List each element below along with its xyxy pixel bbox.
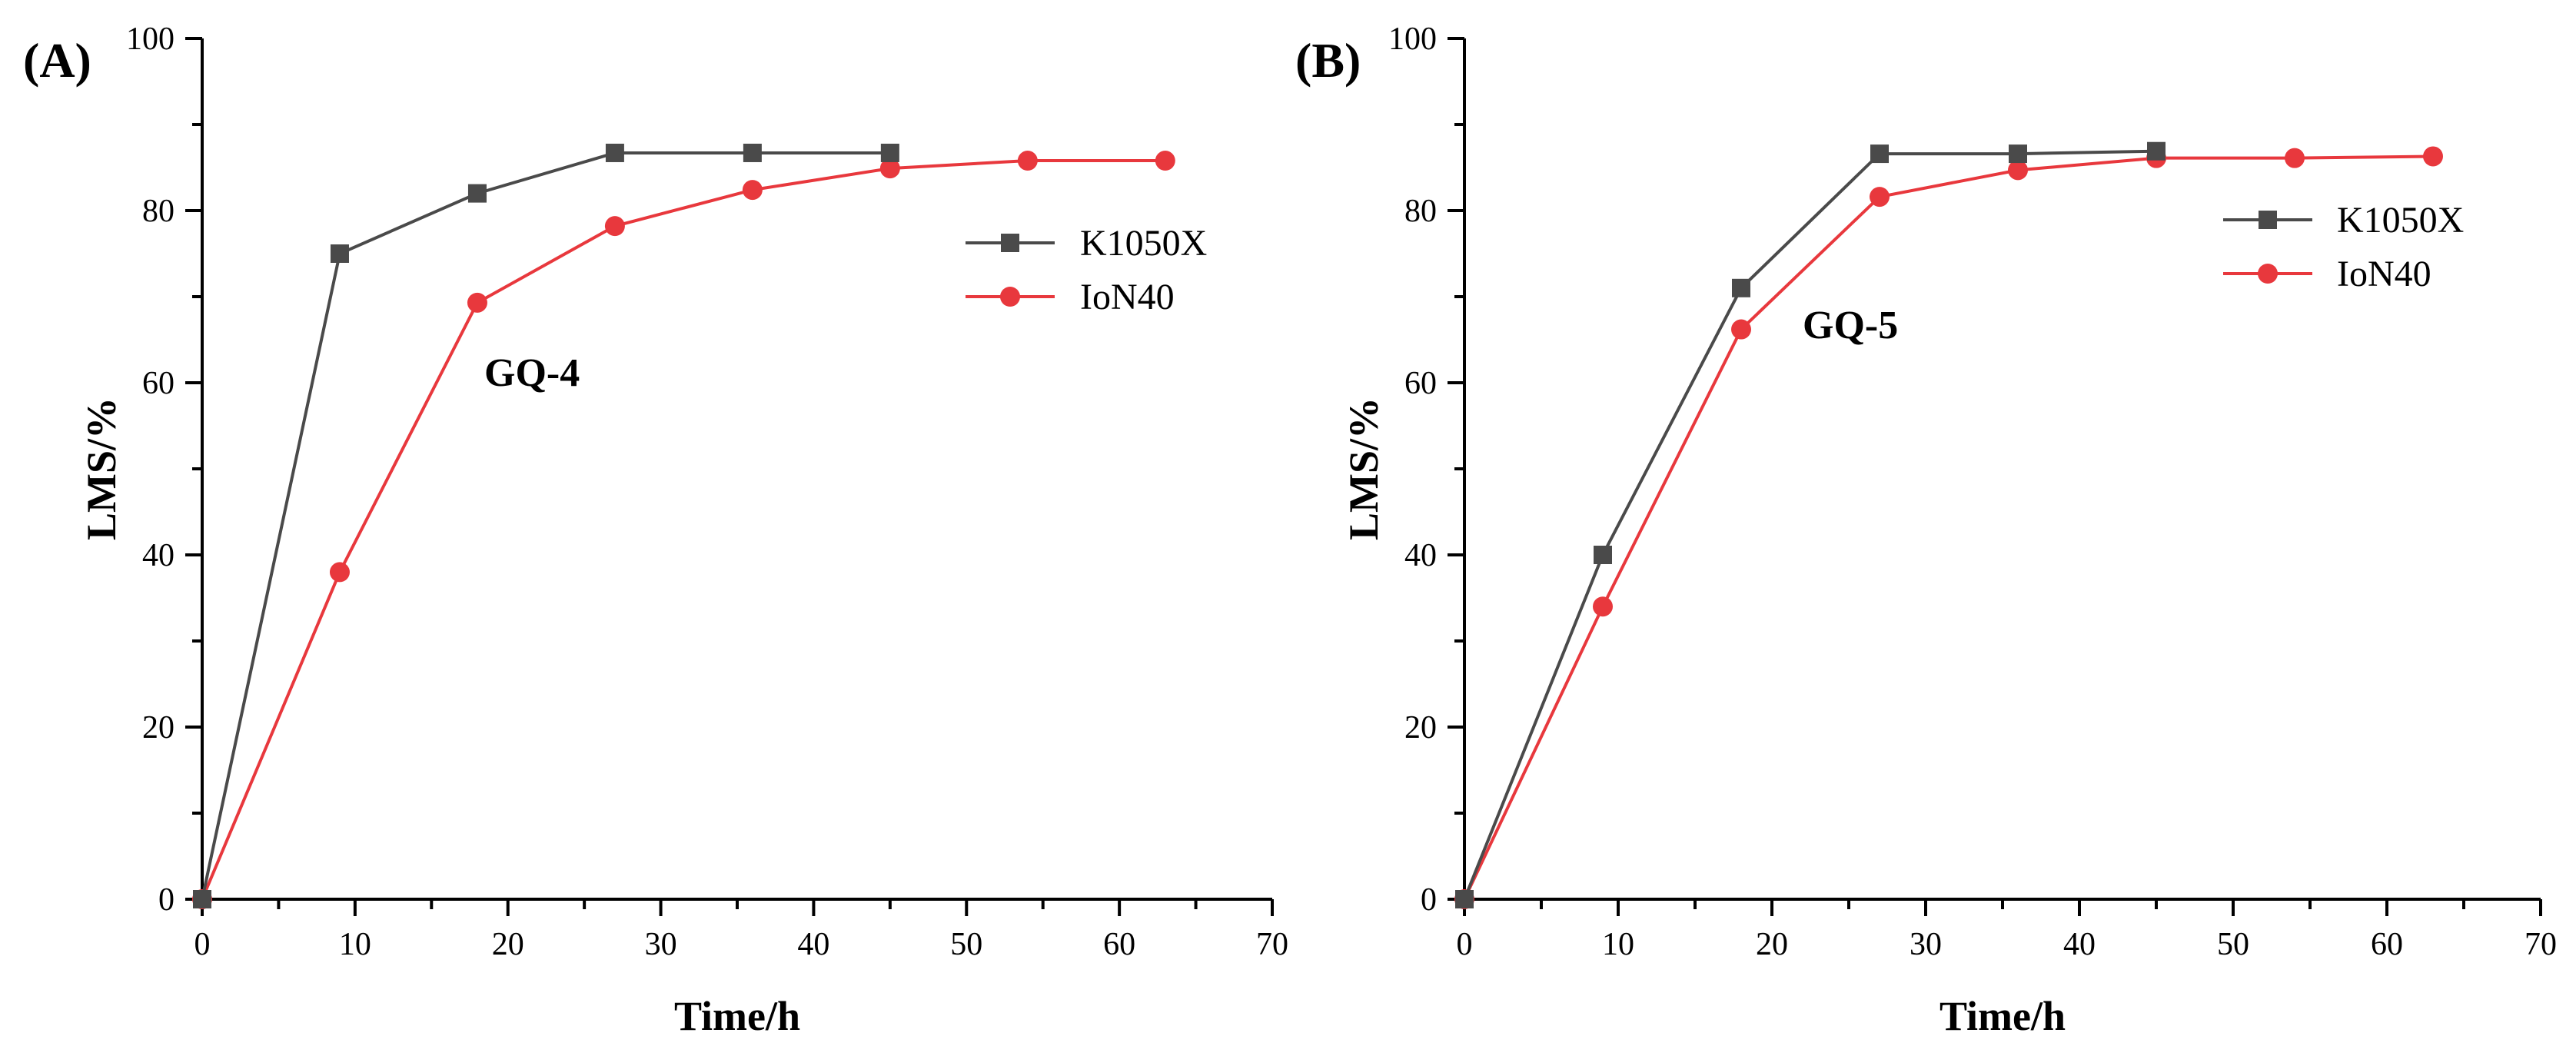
series-line-ion40 [201,159,1165,900]
y-tick-label: 0 [1421,882,1437,918]
y-tick-label: 80 [1404,194,1437,229]
x-tick-label: 30 [1910,927,1942,962]
y-tick-label: 40 [1404,538,1437,573]
x-tick-label: 10 [1602,927,1634,962]
series-line-k1050x [201,151,890,900]
data-point-k1050x [1455,890,1474,908]
panel-label-b: (B) [1295,33,1361,88]
x-tick-label: 60 [1103,927,1135,962]
data-point-k1050x [330,244,349,263]
data-point-ion40 [2008,160,2028,181]
data-point-ion40 [329,562,350,583]
panel-b: 0 20 40 60 80 100 0 10 20 30 40 50 60 70 Time/h LMS/% (B… [1295,22,2557,1039]
data-point-k1050x [2147,141,2166,161]
series-line-k1050x [1463,149,2157,900]
y-tick-label: 100 [126,22,175,57]
x-tick-label: 30 [645,927,677,962]
y-tick-label: 20 [142,710,175,746]
x-tick-label: 50 [2217,927,2249,962]
data-point-k1050x [880,143,899,162]
x-axis-title: Time/h [674,993,800,1039]
y-tick-label: 40 [142,538,175,573]
y-tick-label: 60 [142,366,175,401]
data-point-ion40 [742,180,763,201]
x-tick-label: 50 [950,927,982,962]
x-axis-title: Time/h [1939,993,2066,1039]
y-tick-label: 60 [1404,366,1437,401]
legend-label-k1050x: K1050X [2337,200,2464,241]
x-tick-label: 20 [1756,927,1788,962]
data-point-k1050x [2009,144,2027,164]
data-point-k1050x [605,143,624,162]
sample-annotation: GQ-5 [1803,304,1898,347]
data-point-k1050x [743,143,762,162]
legend-marker-ion40 [1000,287,1020,307]
legend-marker-k1050x [1001,234,1019,252]
legend-label-ion40: IoN40 [1080,277,1175,317]
panel-label-a: (A) [23,33,91,88]
x-tick-label: 0 [1457,927,1473,962]
x-tick-label: 40 [2063,927,2096,962]
x-tick-label: 20 [492,927,524,962]
y-axis-title: LMS/% [78,397,125,540]
y-tick-label: 80 [142,194,175,229]
data-point-ion40 [604,216,625,237]
data-point-ion40 [1017,151,1038,171]
data-point-k1050x [193,890,211,908]
data-point-ion40 [1870,187,1890,208]
data-point-k1050x [467,184,487,203]
data-point-k1050x [1594,546,1612,564]
data-point-ion40 [879,158,900,179]
legend-label-k1050x: K1050X [1080,223,1207,264]
legend-marker-ion40 [2258,264,2278,284]
data-point-ion40 [1593,596,1613,617]
y-tick-label: 100 [1388,22,1437,57]
legend-label-ion40: IoN40 [2337,254,2431,294]
x-tick-label: 60 [2371,927,2403,962]
data-point-ion40 [1731,319,1751,340]
series-line-ion40 [1463,154,2434,900]
x-tick-label: 10 [339,927,371,962]
y-tick-label: 0 [158,882,175,918]
x-tick-label: 40 [797,927,829,962]
data-point-k1050x [1870,144,1889,164]
data-point-ion40 [2423,146,2443,167]
x-tick-label: 0 [194,927,211,962]
x-tick-label: 70 [1256,927,1288,962]
data-point-ion40 [1155,151,1175,171]
data-point-k1050x [1732,278,1750,297]
data-point-ion40 [2285,148,2305,168]
data-point-ion40 [467,292,487,313]
panel-a: 0 20 40 60 80 100 0 10 20 30 40 50 60 70 Time/h LMS/% (A… [23,22,1288,1039]
x-tick-label: 70 [2524,927,2557,962]
legend-marker-k1050x [2259,211,2277,229]
y-tick-label: 20 [1404,710,1437,746]
y-axis-title: LMS/% [1341,397,1387,540]
sample-annotation: GQ-4 [484,351,580,395]
